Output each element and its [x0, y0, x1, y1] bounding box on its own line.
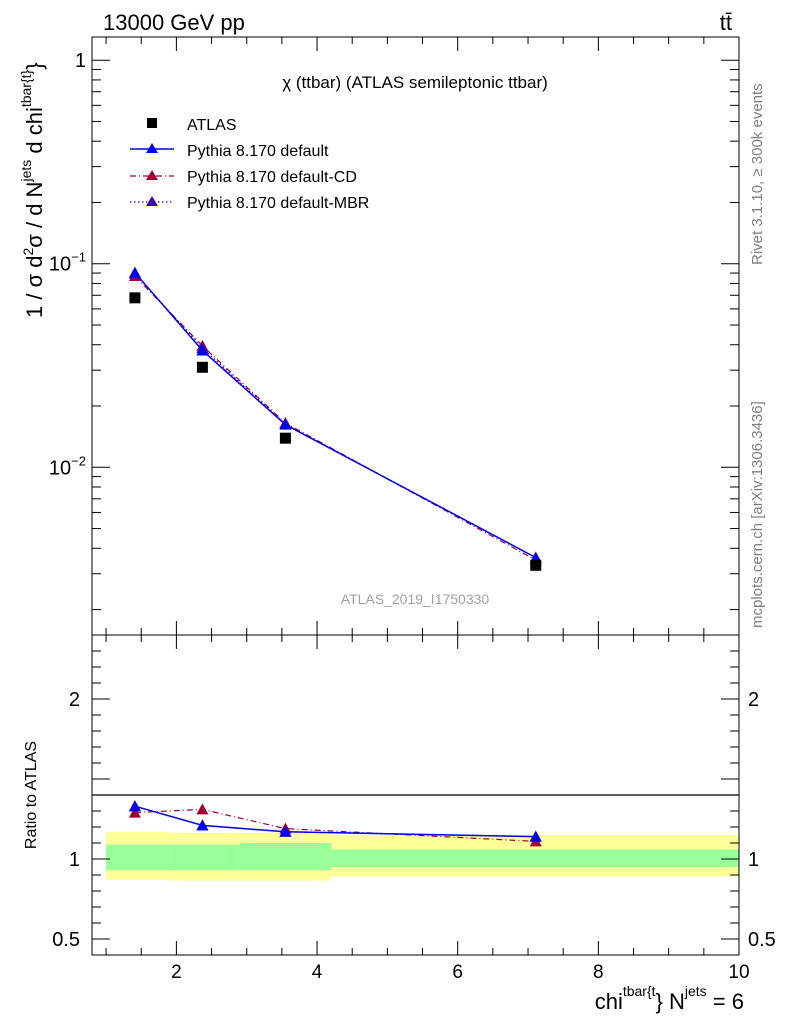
- x-tick-label: 8: [593, 962, 604, 983]
- ratio-band-inner: [106, 844, 170, 871]
- ratio-tick-label: 1: [69, 849, 80, 871]
- ratio-band-inner: [331, 849, 739, 867]
- ylabel-sup2: jets: [18, 160, 34, 183]
- data-point-solid: [279, 418, 292, 430]
- main-series-layer: [128, 266, 542, 571]
- legend-marker-cd: [146, 170, 158, 180]
- ratio-point-dashdot: [128, 806, 141, 818]
- y-tick-label: 10−1: [49, 250, 86, 276]
- header-right: tt̄: [720, 10, 732, 35]
- chart-title: χ (ttbar) (ATLAS semileptonic ttbar): [282, 73, 548, 92]
- xlabel-sup2: jets: [684, 983, 707, 999]
- ratio-bands-layer: [106, 831, 739, 881]
- main-tick-labels: 1 10−1 10−2: [49, 50, 86, 479]
- data-point-solid: [196, 344, 209, 356]
- data-point-atlas: [279, 432, 291, 444]
- ratio-tick-label-right: 2: [748, 689, 759, 711]
- ylabel-sup3: tbar{t}: [18, 69, 34, 107]
- x-tick-label: 10: [728, 962, 749, 983]
- data-point-atlas: [196, 361, 208, 373]
- ratio-tick-label: 0.5: [52, 929, 80, 951]
- x-tick-label: 2: [171, 962, 182, 983]
- mcplots-label: mcplots.cern.ch [arXiv:1306.3436]: [749, 401, 766, 628]
- ratio-tick-label-right: 0.5: [748, 929, 776, 951]
- ratio-point-solid: [279, 825, 292, 837]
- svg-text:chitbar{t} Njets = 6: chitbar{t} Njets = 6: [595, 983, 744, 1014]
- ratio-series-layer: [128, 800, 542, 847]
- ratio-line-dashdot: [134, 808, 536, 842]
- xlabel-part2: } N: [656, 989, 685, 1014]
- y-tick-label: 1: [75, 50, 86, 72]
- svg-text:1 / σ d2σ / d Njets d chitbar{: 1 / σ d2σ / d Njets d chitbar{t}}: [18, 62, 47, 318]
- ylabel-part4: }: [22, 62, 47, 69]
- ylabel-part1: 1 / σ d: [22, 256, 47, 319]
- ylabel-part2: σ / d N: [22, 182, 47, 248]
- legend-label-cd: Pythia 8.170 default-CD: [187, 169, 357, 186]
- analysis-watermark: ATLAS_2019_I1750330: [341, 591, 490, 607]
- ratio-axis-label: Ratio to ATLAS: [23, 741, 40, 849]
- ratio-point-solid: [128, 800, 141, 812]
- y-tick-label: 10−2: [49, 453, 86, 479]
- ratio-tick-label-right: 1: [748, 849, 759, 871]
- legend: ATLAS Pythia 8.170 default Pythia 8.170 …: [130, 117, 369, 212]
- ratio-band-inner: [239, 843, 332, 871]
- legend-label-mbr: Pythia 8.170 default-MBR: [187, 195, 369, 212]
- ratio-point-dashdot: [196, 803, 209, 815]
- x-axis-label: chitbar{t} Njets = 6: [595, 983, 744, 1014]
- legend-label-atlas: ATLAS: [187, 117, 237, 134]
- ratio-tick-label: 2: [69, 689, 80, 711]
- series-line-dotted: [134, 273, 537, 559]
- x-tick-label: 6: [452, 962, 463, 983]
- x-tick-label: 4: [312, 962, 323, 983]
- legend-marker-mbr: [146, 196, 158, 206]
- ratio-point-solid: [529, 830, 542, 842]
- ratio-band-inner: [169, 844, 240, 871]
- data-point-atlas: [530, 559, 542, 571]
- series-line-dashdot: [134, 275, 537, 561]
- header-left: 13000 GeV pp: [103, 10, 245, 35]
- ylabel-part3: d chi: [22, 107, 47, 160]
- series-line-solid: [134, 272, 537, 559]
- ratio-point-solid: [196, 819, 209, 831]
- ratio-line-solid: [134, 805, 536, 838]
- xlabel-sup1: tbar{t: [623, 983, 656, 999]
- ylabel-sup1: 2: [20, 248, 36, 256]
- data-point-atlas: [129, 292, 141, 304]
- xlabel-part1: chi: [595, 989, 623, 1014]
- xlabel-part3: = 6: [707, 989, 744, 1014]
- data-point-solid: [128, 266, 141, 278]
- legend-marker-default: [146, 143, 158, 153]
- ratio-tick-labels: 2 4 6 8 10 0.5 0.5 1 1 2 2: [52, 689, 776, 983]
- y-axis-label: 1 / σ d2σ / d Njets d chitbar{t}}: [18, 62, 47, 318]
- legend-label-default: Pythia 8.170 default: [187, 143, 329, 160]
- rivet-label: Rivet 3.1.10, ≥ 300k events: [749, 83, 766, 265]
- legend-marker-atlas: [147, 118, 157, 128]
- main-ticks: [92, 37, 740, 635]
